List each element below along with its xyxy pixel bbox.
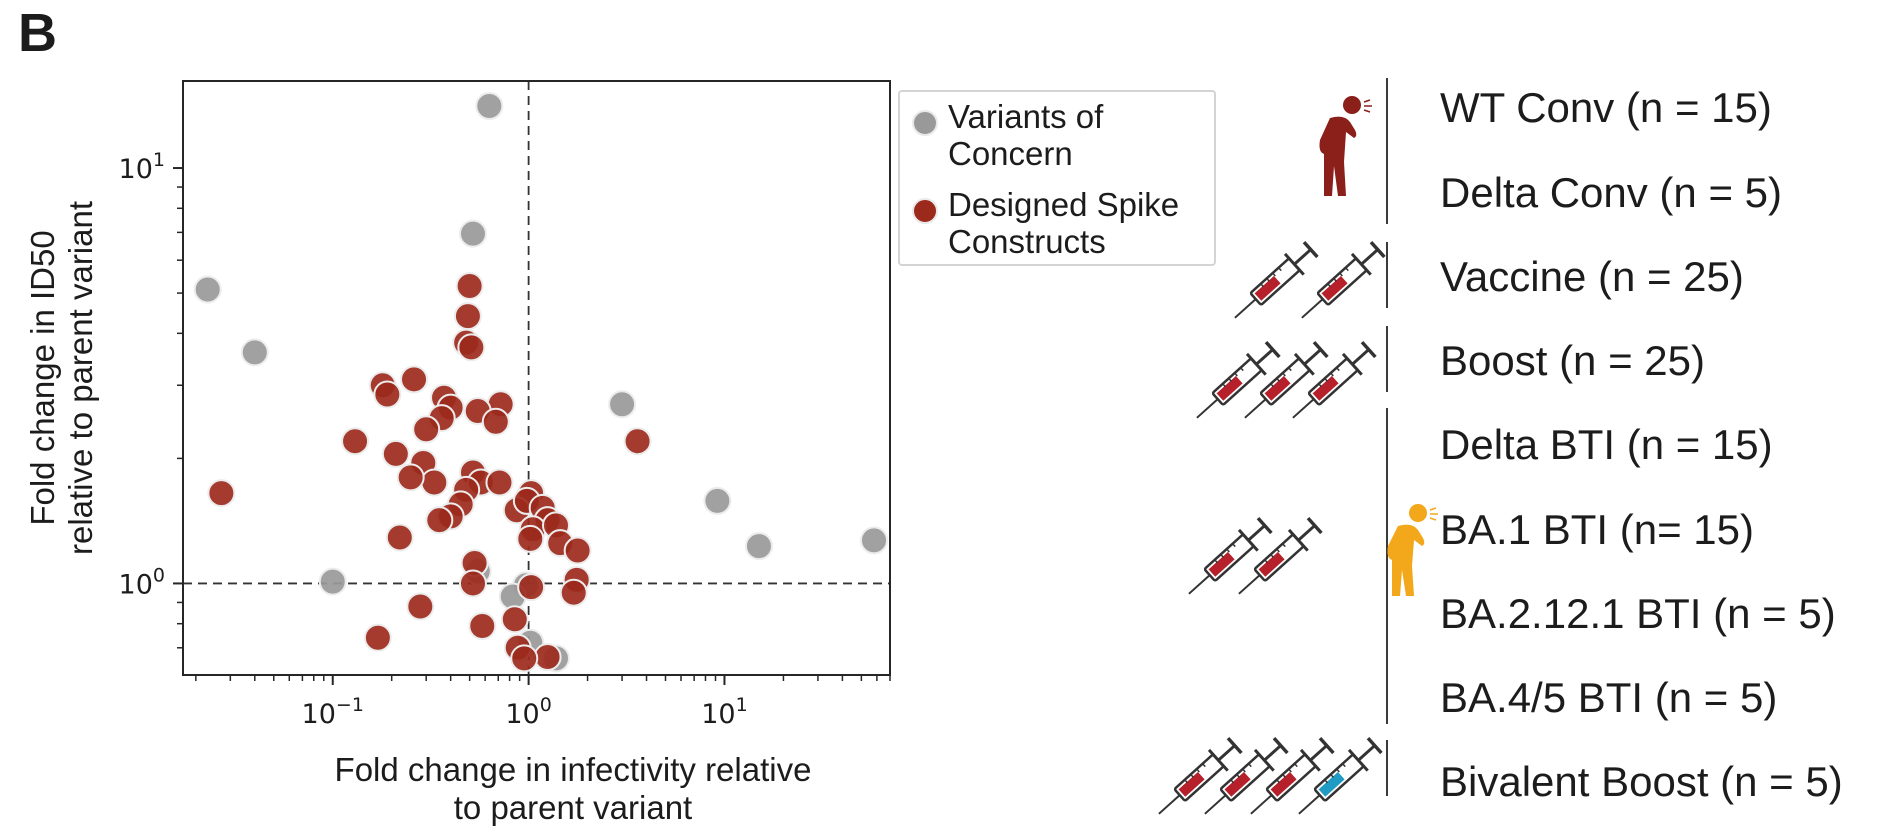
y-axis-label-line-2: relative to parent variant: [62, 201, 99, 555]
legend-item-voc: Variants of Concern: [912, 98, 1218, 172]
syringe-icon: [1244, 340, 1329, 419]
point-designed-6: [373, 380, 402, 409]
point-designed-47: [363, 623, 392, 652]
syringe-icon: [1158, 736, 1243, 815]
person-coughing-icon: [1319, 96, 1372, 196]
y-tick-label-0: 100: [119, 564, 165, 600]
point-designed-5: [400, 365, 429, 394]
point-voc-5: [703, 486, 732, 515]
person-coughing-icon: [1387, 504, 1438, 596]
point-designed-3: [457, 333, 486, 362]
y-tick-label-1: 101: [119, 149, 165, 185]
plot-frame: [182, 80, 891, 676]
x-axis: 10−1 100 101: [195, 675, 891, 730]
point-designed-16: [381, 439, 410, 468]
syringe-icon: [1298, 736, 1383, 815]
point-designed-41: [458, 569, 487, 598]
point-designed-45: [500, 605, 529, 634]
y-axis-label-line-1: Fold change in ID50: [24, 230, 61, 525]
point-designed-43: [559, 578, 588, 607]
point-designed-19: [396, 463, 425, 492]
syringe-icon: [1204, 736, 1289, 815]
point-designed-13: [412, 415, 441, 444]
point-designed-50: [510, 644, 539, 673]
point-voc-1: [458, 219, 487, 248]
chart-legend: Variants of Concern Designed Spike Const…: [898, 90, 1216, 266]
x-tick-label-2: 101: [701, 694, 747, 730]
point-designed-37: [385, 523, 414, 552]
point-designed-12: [481, 407, 510, 436]
point-voc-8: [318, 567, 347, 596]
cohort-label-wt-conv: WT Conv (n = 15): [1440, 84, 1772, 131]
syringe-icon: [1196, 340, 1281, 419]
panel-letter: B: [18, 3, 57, 63]
cohort-label-delta-bti: Delta BTI (n = 15): [1440, 421, 1773, 468]
group-line-vaccine: [1386, 242, 1388, 308]
group-line-boost: [1386, 326, 1388, 392]
cohort-label-vaccine: Vaccine (n = 25): [1440, 253, 1744, 300]
point-designed-18: [420, 468, 449, 497]
point-voc-7: [860, 526, 889, 555]
point-designed-38: [563, 536, 592, 565]
x-tick-label-1: 100: [505, 694, 551, 730]
point-designed-27: [207, 479, 236, 508]
cohort-label-ba45-bti: BA.4/5 BTI (n = 5): [1440, 674, 1778, 721]
point-designed-15: [623, 427, 652, 456]
point-voc-6: [744, 532, 773, 561]
legend-item-designed: Designed Spike Constructs: [912, 186, 1218, 260]
legend-label-voc: Variants of Concern: [948, 98, 1104, 172]
point-designed-35: [516, 524, 545, 553]
legend-marker-designed: [912, 198, 938, 224]
point-designed-49: [533, 643, 562, 672]
cohort-label-bivalent-boost: Bivalent Boost (n = 5): [1440, 758, 1843, 805]
group-line-bivalent: [1386, 740, 1388, 796]
cohort-label-ba2121-bti: BA.2.12.1 BTI (n = 5): [1440, 590, 1836, 637]
point-voc-2: [193, 275, 222, 304]
point-designed-44: [406, 592, 435, 621]
x-tick-label-0: 10−1: [302, 694, 364, 730]
syringe-icon: [1250, 736, 1335, 815]
point-voc-4: [608, 390, 637, 419]
point-designed-1: [453, 302, 482, 331]
group-line-convalescent: [1386, 78, 1388, 224]
x-axis-label-line-1: Fold change in infectivity relative: [335, 751, 812, 788]
legend-label-designed: Designed Spike Constructs: [948, 186, 1180, 260]
syringe-icon: [1301, 240, 1386, 319]
point-designed-46: [468, 611, 497, 640]
syringe-icon: [1238, 516, 1323, 595]
point-designed-26: [425, 506, 454, 535]
point-designed-14: [341, 427, 370, 456]
group-line-bti: [1386, 408, 1388, 724]
legend-marker-voc: [912, 110, 938, 136]
x-axis-label-line-2: to parent variant: [454, 789, 692, 826]
y-axis: 100 101: [119, 149, 183, 649]
point-designed-22: [485, 468, 514, 497]
point-designed-0: [455, 272, 484, 301]
point-designed-42: [517, 573, 546, 602]
cohort-label-delta-conv: Delta Conv (n = 5): [1440, 169, 1782, 216]
point-voc-0: [475, 92, 504, 121]
cohort-label-boost: Boost (n = 25): [1440, 337, 1705, 384]
cohort-label-ba1-bti: BA.1 BTI (n= 15): [1440, 506, 1754, 553]
syringe-icon: [1292, 340, 1377, 419]
syringe-icon: [1188, 516, 1273, 595]
syringe-icon: [1234, 240, 1319, 319]
point-voc-3: [240, 338, 269, 367]
data-points: [193, 92, 889, 673]
